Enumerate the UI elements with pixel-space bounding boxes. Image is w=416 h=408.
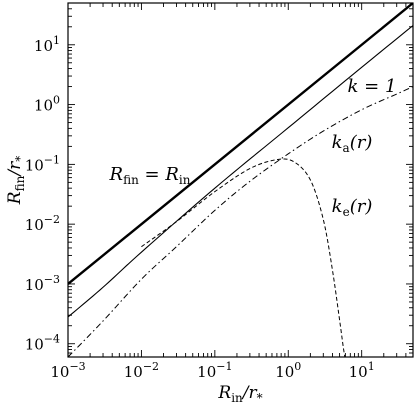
annotation-3: ke(r) — [332, 196, 373, 219]
x-tick-label: 10−2 — [124, 360, 159, 381]
label-layer: Rin/r* Rfin/r* — [5, 156, 263, 405]
plot-frame — [67, 2, 414, 358]
y-tick-label: 100 — [34, 94, 60, 115]
series-line-1 — [68, 25, 413, 318]
series-line-3 — [141, 158, 346, 357]
series-line-0 — [68, 3, 413, 285]
annotation-layer: Rfin = Rin k = 1 ka(r) ke(r) — [109, 76, 397, 219]
x-tick-label: 10−3 — [50, 360, 85, 381]
y-tick-label: 10−3 — [25, 273, 60, 294]
annotation-2: ka(r) — [332, 132, 373, 155]
annotation-1: k = 1 — [348, 76, 397, 97]
x-tick-label: 10−1 — [197, 360, 232, 381]
x-tick-label: 100 — [275, 360, 301, 381]
annotation-0: Rfin = Rin — [109, 164, 191, 187]
series-layer — [68, 3, 413, 357]
tick-layer: 10−3 10−2 10−1 100 101 10−4 10−3 10−2 10−1 100 101 — [25, 2, 414, 381]
y-tick-label: 10−2 — [25, 213, 60, 234]
y-tick-label: 101 — [34, 34, 60, 55]
y-tick-label: 10−4 — [25, 333, 60, 354]
x-axis-label: Rin/r* — [217, 383, 262, 405]
y-axis-label: Rfin/r* — [5, 156, 27, 205]
x-tick-label: 101 — [349, 360, 375, 381]
y-tick-label: 10−1 — [25, 153, 60, 174]
series-line-2 — [68, 86, 413, 357]
